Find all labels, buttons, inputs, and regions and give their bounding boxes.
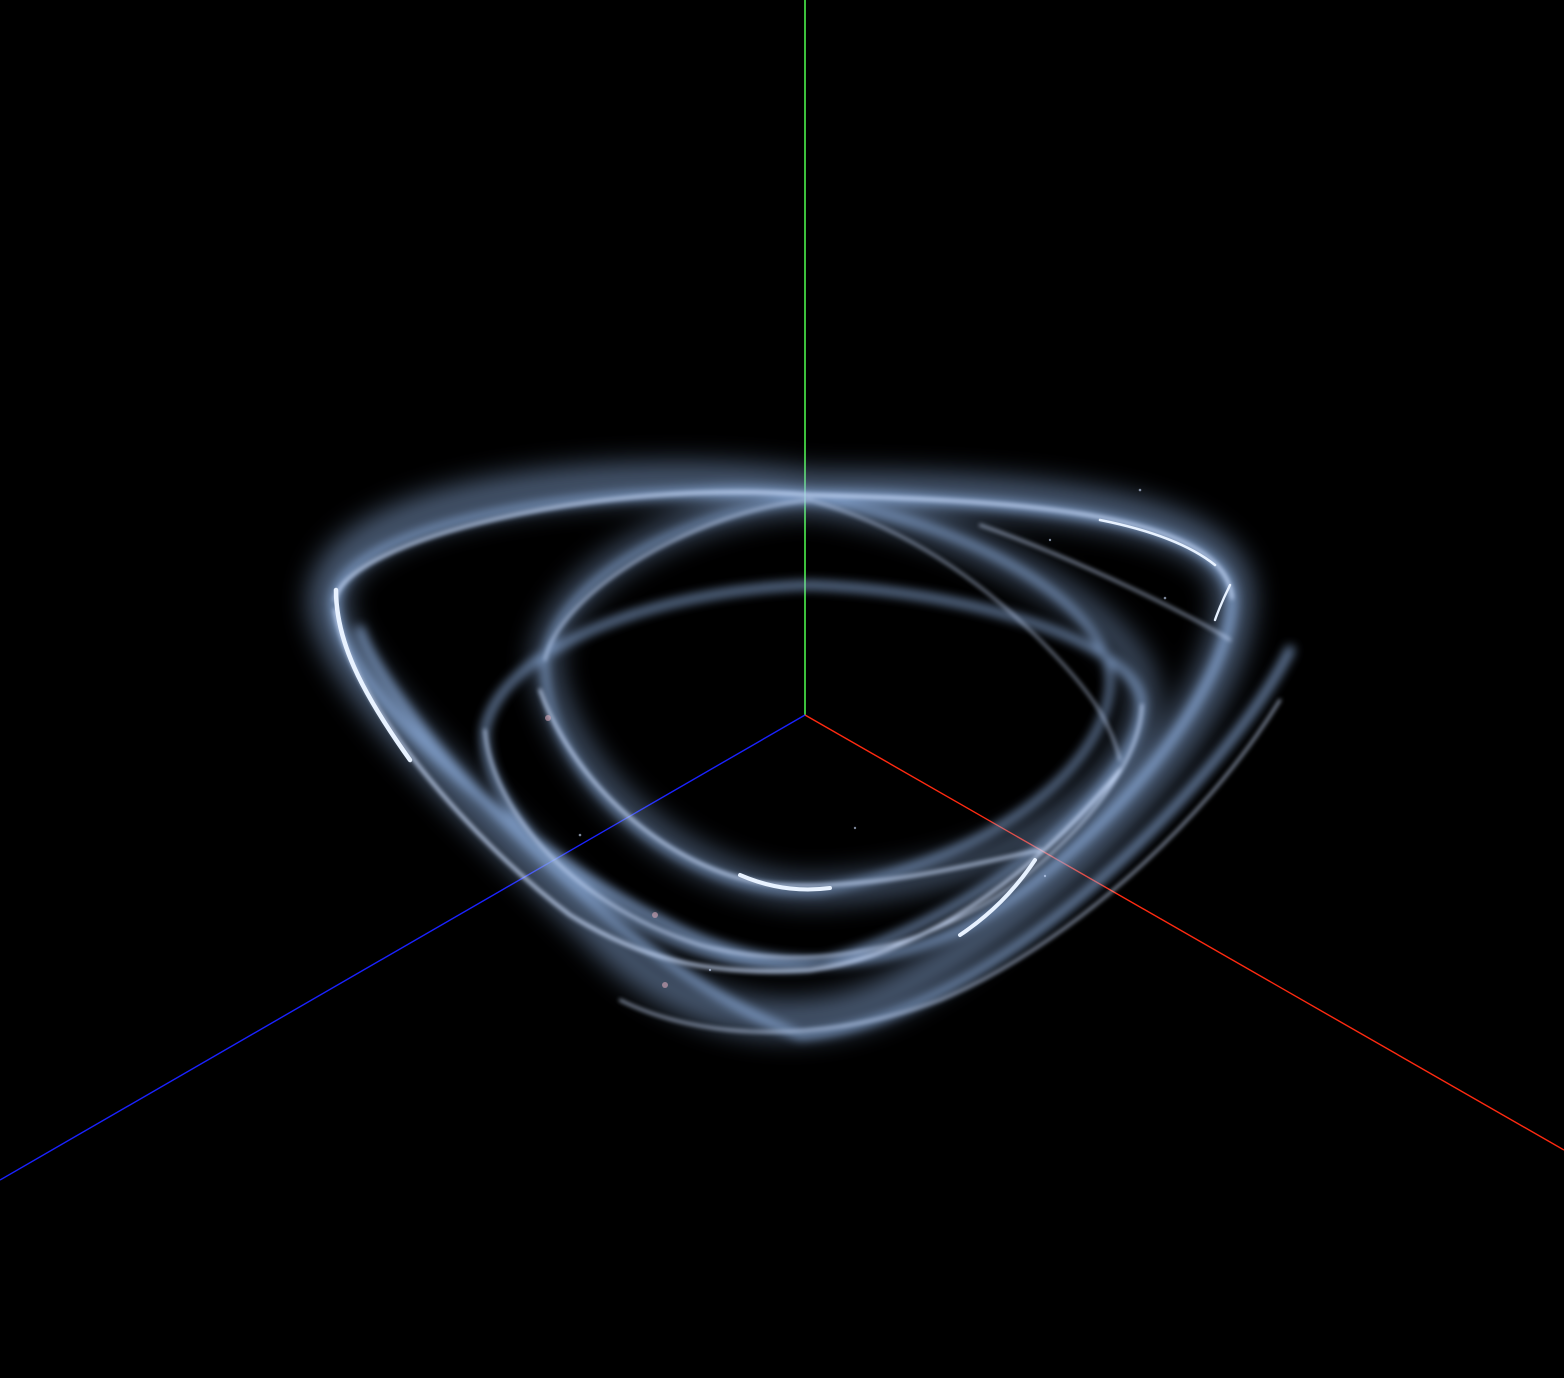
particle-specks <box>545 488 1167 988</box>
x-axis-line <box>804 714 1564 1151</box>
particle-highlights <box>333 518 1232 937</box>
particle-trails-bright <box>333 490 1282 1033</box>
particle-attractor <box>310 463 1295 1040</box>
axes-helper <box>0 0 1564 1181</box>
z-axis-line <box>0 714 806 1181</box>
